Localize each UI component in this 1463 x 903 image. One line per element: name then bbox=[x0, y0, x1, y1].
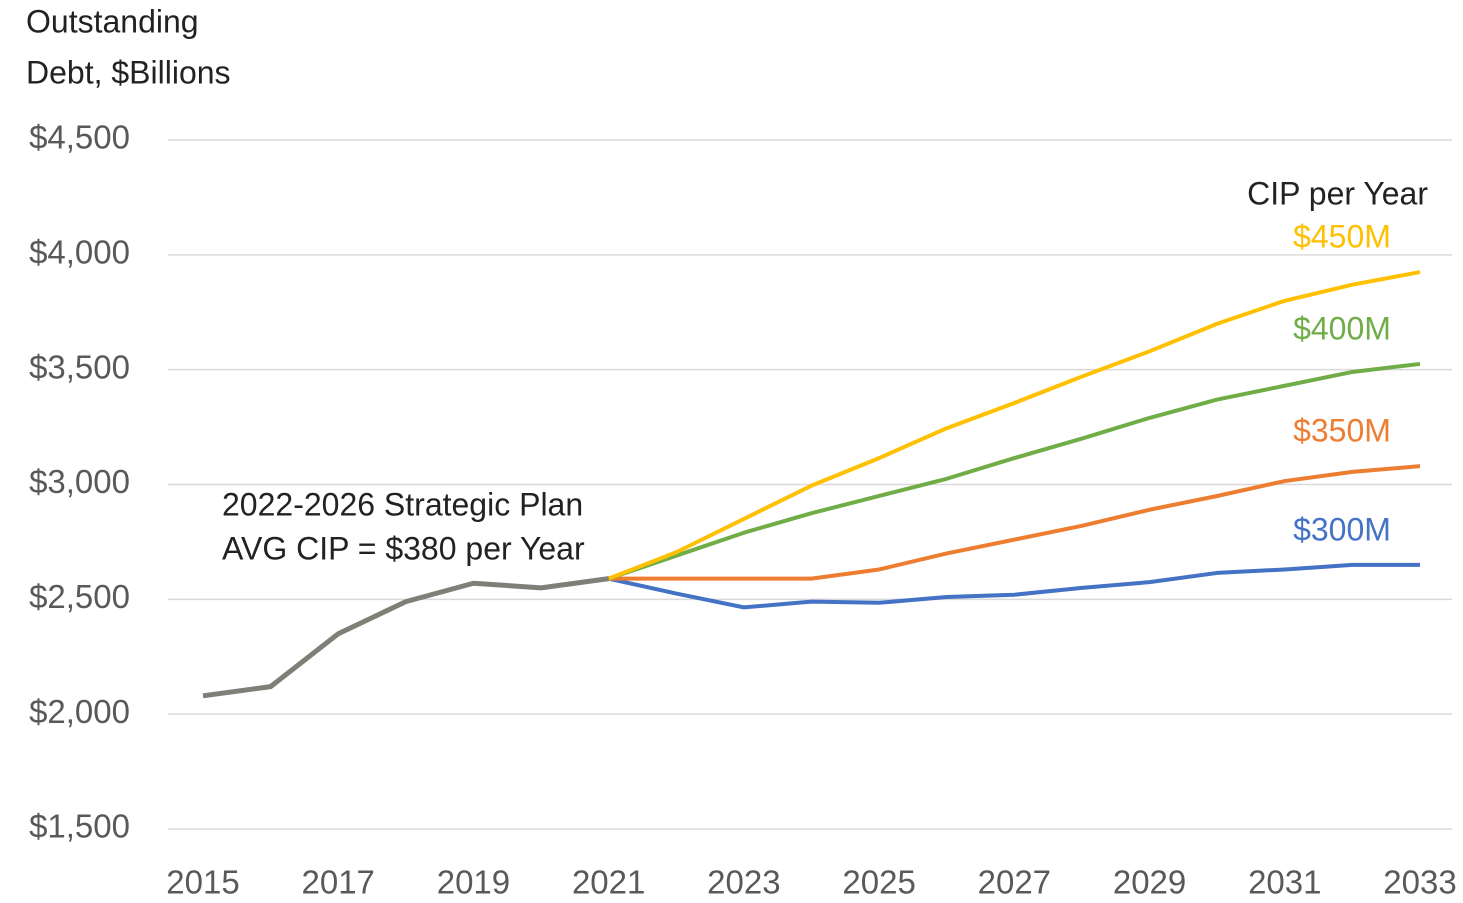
series-line bbox=[607, 270, 1421, 581]
y-tick-label: $3,000 bbox=[29, 463, 130, 500]
series-line bbox=[608, 361, 1421, 581]
series-line bbox=[608, 562, 1420, 610]
y-axis-label: Outstanding bbox=[26, 3, 199, 39]
annotation: 2022-2026 Strategic Plan bbox=[222, 486, 583, 522]
x-tick-label: 2031 bbox=[1248, 864, 1321, 901]
series-label: $300M bbox=[1293, 511, 1391, 547]
series-label: $450M bbox=[1293, 219, 1391, 255]
x-tick-label: 2025 bbox=[842, 864, 915, 901]
legend-title: CIP per Year bbox=[1247, 175, 1428, 211]
y-tick-label: $1,500 bbox=[29, 808, 130, 845]
y-tick-label: $2,500 bbox=[29, 578, 130, 615]
series-label: $350M bbox=[1293, 413, 1391, 449]
x-tick-label: 2029 bbox=[1113, 864, 1186, 901]
x-tick-label: 2033 bbox=[1383, 864, 1456, 901]
x-tick-label: 2015 bbox=[166, 864, 239, 901]
series-line bbox=[608, 464, 1421, 581]
x-tick-label: 2027 bbox=[978, 864, 1051, 901]
series-line bbox=[202, 576, 610, 699]
x-tick-label: 2021 bbox=[572, 864, 645, 901]
annotation: AVG CIP = $380 per Year bbox=[222, 530, 585, 566]
series-label: $400M bbox=[1293, 310, 1391, 346]
y-axis-label: Debt, $Billions bbox=[26, 54, 231, 90]
y-tick-label: $4,500 bbox=[29, 119, 130, 156]
y-tick-label: $4,000 bbox=[29, 234, 130, 271]
x-tick-label: 2023 bbox=[707, 864, 780, 901]
y-tick-label: $2,000 bbox=[29, 693, 130, 730]
y-tick-label: $3,500 bbox=[29, 348, 130, 385]
x-tick-label: 2017 bbox=[302, 864, 375, 901]
x-tick-label: 2019 bbox=[437, 864, 510, 901]
